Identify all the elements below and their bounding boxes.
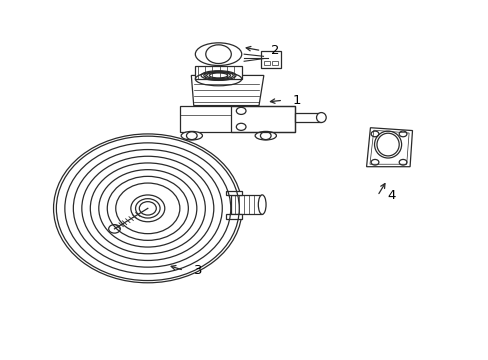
Bar [264, 60, 269, 65]
Ellipse shape [108, 225, 120, 233]
Polygon shape [191, 76, 264, 105]
Bar [195, 66, 241, 79]
Bar [230, 195, 262, 215]
Ellipse shape [195, 43, 241, 66]
Bar [261, 51, 281, 68]
Bar [294, 113, 321, 122]
Ellipse shape [181, 131, 202, 140]
Bar [225, 191, 241, 195]
Bar [180, 105, 294, 132]
Ellipse shape [53, 134, 242, 283]
Polygon shape [366, 128, 412, 167]
Ellipse shape [258, 195, 265, 215]
Ellipse shape [200, 71, 236, 80]
Ellipse shape [255, 131, 276, 140]
Text: 1: 1 [292, 94, 301, 107]
Bar [271, 60, 277, 65]
Text: 4: 4 [386, 189, 395, 202]
Bar [231, 105, 294, 132]
Text: 2: 2 [270, 44, 279, 57]
Ellipse shape [316, 113, 325, 122]
Bar [225, 215, 241, 219]
Text: 3: 3 [193, 264, 202, 277]
